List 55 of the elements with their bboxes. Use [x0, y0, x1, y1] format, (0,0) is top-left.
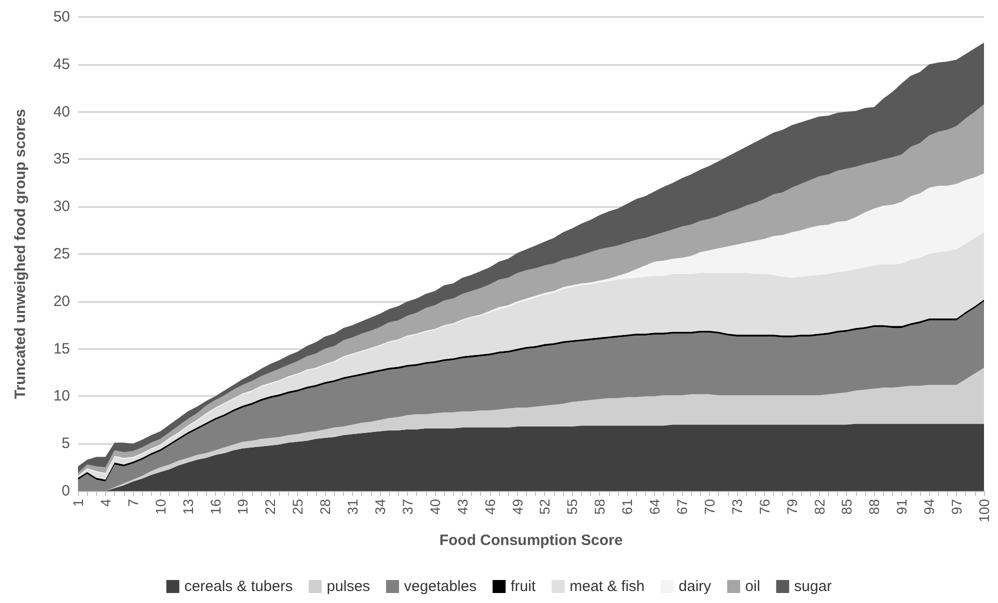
legend-label: cereals & tubers: [184, 578, 293, 595]
x-axis-title: Food Consumption Score: [439, 532, 623, 549]
legend-label: pulses: [326, 578, 370, 595]
x-tick-label: 40: [426, 498, 443, 515]
x-tick-label: 25: [290, 498, 306, 515]
x-tick-label: 64: [646, 498, 663, 515]
y-tick-label: 45: [53, 56, 70, 73]
x-tick-label: 79: [784, 498, 800, 515]
x-tick-label: 55: [564, 498, 580, 515]
legend-label: fruit: [510, 578, 536, 595]
y-tick-label: 40: [53, 103, 70, 120]
x-tick-label: 94: [921, 498, 938, 515]
x-tick-label: 85: [838, 498, 855, 515]
legend-label: oil: [745, 578, 760, 595]
x-tick-label: 91: [894, 498, 910, 515]
x-tick-label: 7: [124, 498, 141, 507]
y-tick-label: 15: [53, 340, 70, 358]
x-tick-label: 49: [509, 498, 526, 515]
x-tick-label: 52: [536, 498, 553, 515]
x-tick-label: 1: [70, 498, 86, 507]
x-tick-label: 73: [728, 498, 745, 515]
y-tick-label: 20: [53, 292, 70, 310]
legend-label: meat & fish: [570, 578, 645, 595]
x-tick-label: 61: [619, 498, 636, 515]
x-tick-label: 43: [454, 498, 470, 515]
y-tick-label: 10: [53, 388, 70, 405]
legend-label: dairy: [678, 578, 712, 595]
x-tick-label: 22: [262, 498, 278, 515]
x-tick-label: 67: [674, 498, 690, 515]
x-tick-label: 100: [976, 498, 992, 522]
x-tick-label: 31: [344, 498, 361, 515]
x-tick-label: 10: [152, 498, 168, 515]
x-tick-label: 16: [207, 498, 224, 515]
y-axis-title: Truncated unweighed food group scores: [12, 108, 29, 400]
x-tick-label: 82: [811, 498, 828, 515]
x-tick-label: 58: [592, 498, 608, 515]
legend-label: sugar: [794, 578, 832, 595]
x-tick-label: 28: [317, 498, 334, 515]
x-tick-label: 46: [482, 498, 498, 515]
legend-label: vegetables: [404, 578, 477, 595]
y-tick-label: 5: [62, 435, 70, 452]
y-tick-label: 25: [53, 246, 70, 262]
x-tick-label: 88: [866, 498, 882, 515]
y-tick-label: 0: [62, 482, 70, 500]
x-tick-label: 4: [97, 498, 114, 507]
x-tick-label: 34: [372, 498, 388, 515]
x-tick-label: 76: [756, 498, 772, 515]
x-tick-label: 37: [399, 498, 416, 515]
y-tick-label: 50: [53, 8, 70, 26]
y-tick-label: 30: [53, 198, 70, 216]
x-tick-label: 70: [701, 498, 718, 515]
x-tick-label: 97: [948, 498, 965, 515]
y-tick-label: 35: [53, 150, 70, 168]
x-tick-label: 13: [180, 498, 196, 515]
x-tick-label: 19: [234, 498, 251, 515]
